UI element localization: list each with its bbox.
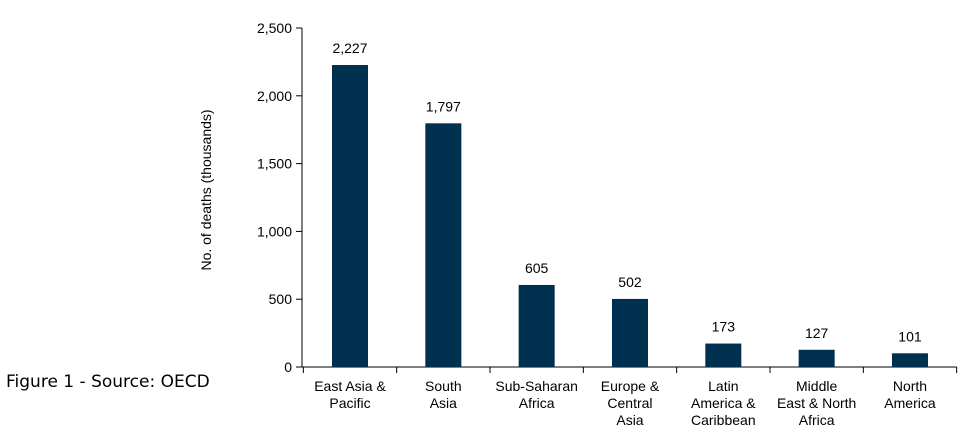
- category-labels: East Asia & Pacific South Asia Sub-Saharan Af…: [314, 378, 936, 428]
- bar-value-label: 605: [525, 260, 549, 276]
- y-axis-title: No. of deaths (thousands): [198, 109, 214, 270]
- y-tick-label: 2,000: [257, 88, 292, 104]
- bar: [705, 343, 742, 367]
- y-tick-label: 2,500: [257, 20, 292, 36]
- category-label: Europe & Central Asia: [601, 378, 660, 428]
- category-label: East Asia & Pacific: [314, 378, 386, 411]
- y-tick-label: 1,000: [257, 223, 292, 239]
- bar: [611, 298, 648, 367]
- figure-caption: Figure 1 - Source: OECD: [6, 372, 210, 392]
- bar-value-label: 2,227: [332, 40, 367, 56]
- y-axis: 0 500 1,000 1,500 2,000 2,500: [257, 20, 303, 375]
- bar: [332, 65, 368, 367]
- bars: [332, 65, 928, 367]
- bar: [518, 284, 555, 367]
- bar: [891, 353, 928, 367]
- bar-value-label: 1,797: [426, 98, 461, 114]
- bar-value-label: 101: [898, 328, 922, 344]
- x-axis: [302, 366, 958, 373]
- data-labels: 2,227 1,797 605 502 173 127 101: [332, 40, 921, 344]
- y-tick-label: 1,500: [257, 156, 292, 172]
- bar: [798, 349, 835, 367]
- category-label: Latin America & Caribbean: [691, 378, 756, 428]
- category-label: North America: [884, 378, 936, 411]
- y-tick-label: 0: [284, 359, 292, 375]
- category-label: Middle East & North Africa: [777, 378, 856, 428]
- bar-value-label: 173: [712, 319, 736, 335]
- category-label: South Asia: [425, 378, 462, 411]
- bar-value-label: 502: [618, 274, 642, 290]
- y-tick-label: 500: [269, 291, 293, 307]
- category-label: Sub-Saharan Africa: [495, 378, 578, 411]
- bar: [425, 123, 462, 367]
- bar-value-label: 127: [805, 325, 829, 341]
